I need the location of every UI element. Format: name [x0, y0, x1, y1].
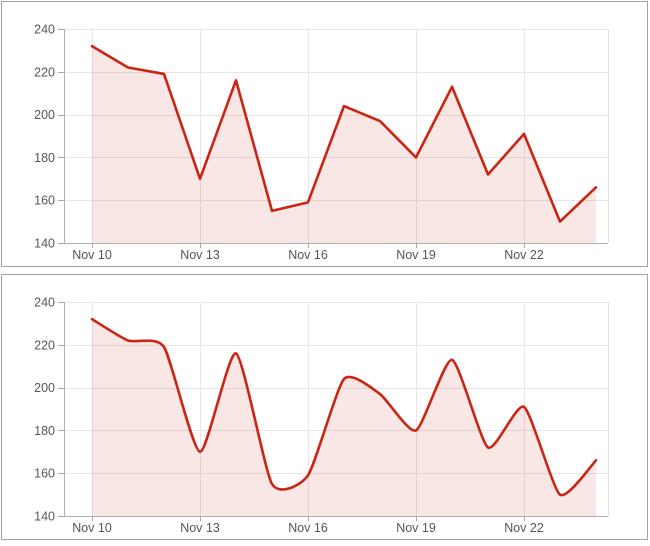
- x-axis-label: Nov 19: [396, 248, 436, 262]
- series-area: [92, 319, 596, 516]
- x-axis-label: Nov 22: [504, 248, 544, 262]
- x-axis-label: Nov 16: [288, 248, 328, 262]
- y-axis-label: 140: [34, 510, 55, 524]
- y-axis-label: 220: [34, 65, 55, 79]
- axis-lines: [64, 302, 608, 517]
- series-line: [90, 317, 598, 497]
- y-axis-label: 200: [34, 381, 55, 395]
- y-axis-label: 200: [34, 108, 55, 122]
- axis-lines: [64, 29, 608, 244]
- series-area: [92, 46, 596, 244]
- x-axis-label: Nov 22: [504, 521, 544, 535]
- x-axis-label: Nov 16: [288, 521, 328, 535]
- line-area-chart-panel: 140 160 180 200 220 240 Nov 10 Nov 13 Nov 16 Nov …: [1, 1, 648, 267]
- series-line: [90, 44, 598, 223]
- x-axis-label: Nov 13: [180, 248, 220, 262]
- y-axis-label: 160: [34, 194, 55, 208]
- y-axis-label: 180: [34, 151, 55, 165]
- y-axis-label: 140: [34, 237, 55, 251]
- axis-ticks: [58, 302, 525, 521]
- y-axis-label: 160: [34, 467, 55, 481]
- y-axis-label: 180: [34, 424, 55, 438]
- horizontal-gridlines: [64, 302, 608, 474]
- y-axis-label: 220: [34, 338, 55, 352]
- x-axis-label: Nov 13: [180, 521, 220, 535]
- y-axis-label: 240: [34, 23, 55, 37]
- line-area-chart: 140 160 180 200 220 240 Nov 10 Nov 13 Nov 16 Nov …: [34, 23, 609, 262]
- spline-area-chart: 140 160 180 200 220 240 Nov 10 Nov 13 Nov 16 Nov …: [34, 296, 609, 535]
- x-axis-label: Nov 10: [72, 248, 112, 262]
- axis-ticks: [58, 29, 525, 248]
- y-axis-label: 240: [34, 296, 55, 310]
- x-axis-label: Nov 10: [72, 521, 112, 535]
- spline-area-chart-panel: 140 160 180 200 220 240 Nov 10 Nov 13 Nov 16 Nov …: [1, 274, 648, 540]
- x-axis-label: Nov 19: [396, 521, 436, 535]
